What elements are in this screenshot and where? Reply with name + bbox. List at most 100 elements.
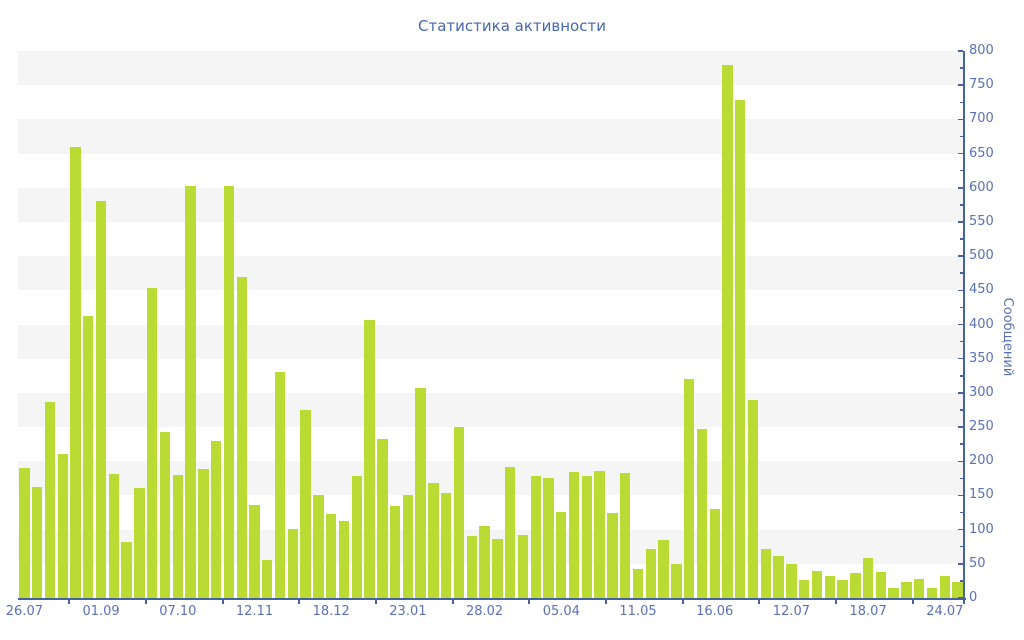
- bar[interactable]: [543, 478, 554, 598]
- y-axis-major-tick: [958, 289, 963, 292]
- bar[interactable]: [223, 186, 235, 598]
- bar[interactable]: [504, 466, 516, 598]
- bar[interactable]: [210, 440, 222, 598]
- bar[interactable]: [747, 399, 759, 598]
- y-axis-major-tick: [958, 221, 963, 223]
- y-axis-title: Сообщений: [1000, 297, 1015, 377]
- y-axis-line: [963, 51, 965, 600]
- bar[interactable]: [262, 559, 273, 598]
- bar[interactable]: [875, 572, 887, 598]
- bar[interactable]: [594, 470, 605, 598]
- bar[interactable]: [453, 427, 465, 598]
- bar[interactable]: [249, 505, 260, 598]
- bar[interactable]: [338, 521, 350, 598]
- bar[interactable]: [786, 563, 797, 598]
- y-axis-minor-tick: [959, 340, 963, 343]
- bar[interactable]: [377, 439, 388, 598]
- bar[interactable]: [95, 201, 107, 598]
- bar[interactable]: [31, 487, 43, 598]
- y-axis-label: 750: [969, 77, 994, 93]
- bar[interactable]: [19, 468, 30, 598]
- x-axis-label: 12.07: [772, 604, 811, 619]
- y-axis-label: 500: [969, 248, 994, 264]
- bar[interactable]: [901, 582, 912, 598]
- bar[interactable]: [108, 474, 120, 598]
- bar[interactable]: [799, 580, 810, 598]
- bar[interactable]: [44, 401, 56, 598]
- bar[interactable]: [441, 493, 452, 598]
- bar[interactable]: [568, 472, 580, 598]
- x-axis-tick: [963, 600, 965, 604]
- bar[interactable]: [313, 494, 324, 598]
- x-axis-tick: [681, 600, 684, 604]
- bar[interactable]: [274, 372, 286, 598]
- bar[interactable]: [134, 487, 145, 598]
- bar[interactable]: [147, 288, 158, 598]
- bar[interactable]: [364, 320, 375, 598]
- grid-band: [18, 392, 964, 428]
- bar[interactable]: [581, 475, 593, 598]
- x-axis-label: 12.11: [235, 604, 274, 619]
- bar[interactable]: [57, 454, 68, 598]
- bar[interactable]: [671, 563, 682, 598]
- bar[interactable]: [287, 528, 299, 598]
- y-axis-minor-tick: [959, 101, 963, 104]
- bar[interactable]: [696, 429, 708, 598]
- bar[interactable]: [415, 388, 426, 598]
- bar[interactable]: [428, 483, 439, 598]
- bar[interactable]: [83, 316, 94, 598]
- x-axis-tick: [911, 600, 914, 604]
- bar[interactable]: [517, 535, 529, 598]
- bar[interactable]: [236, 276, 247, 598]
- bar[interactable]: [159, 431, 171, 598]
- bar[interactable]: [760, 548, 772, 598]
- bar[interactable]: [492, 538, 503, 598]
- bar[interactable]: [389, 506, 401, 598]
- y-axis-minor-tick: [959, 580, 963, 582]
- bar[interactable]: [824, 576, 835, 598]
- bar[interactable]: [811, 570, 823, 598]
- bar[interactable]: [837, 580, 848, 598]
- bar[interactable]: [607, 512, 618, 598]
- y-axis-major-tick: [958, 50, 963, 52]
- bar[interactable]: [683, 378, 695, 598]
- x-axis-tick: [374, 600, 377, 604]
- bar[interactable]: [530, 476, 541, 598]
- bar[interactable]: [185, 186, 196, 598]
- bar[interactable]: [198, 468, 209, 598]
- bar[interactable]: [735, 100, 746, 598]
- bar[interactable]: [121, 541, 132, 598]
- bar[interactable]: [926, 587, 938, 598]
- bar[interactable]: [850, 572, 861, 598]
- bar[interactable]: [888, 587, 899, 598]
- bar[interactable]: [351, 475, 362, 598]
- bar[interactable]: [773, 555, 784, 598]
- y-axis-minor-tick: [959, 238, 963, 240]
- y-axis-minor-tick: [959, 511, 963, 514]
- y-axis-major-tick: [958, 426, 963, 428]
- bar[interactable]: [479, 526, 490, 598]
- bar[interactable]: [300, 409, 311, 598]
- bar[interactable]: [70, 146, 81, 598]
- bar[interactable]: [620, 472, 631, 598]
- bar[interactable]: [402, 494, 414, 598]
- bar[interactable]: [914, 578, 925, 598]
- bar[interactable]: [172, 474, 183, 598]
- y-axis-minor-tick: [959, 409, 963, 411]
- bar[interactable]: [658, 539, 669, 598]
- y-axis-minor-tick: [959, 204, 963, 206]
- bar[interactable]: [862, 558, 874, 598]
- bar[interactable]: [709, 509, 720, 598]
- y-axis-label: 150: [969, 487, 994, 503]
- bar[interactable]: [556, 511, 567, 598]
- bar[interactable]: [632, 568, 644, 598]
- y-axis-label: 100: [969, 521, 994, 537]
- y-axis-major-tick: [958, 494, 963, 497]
- bar[interactable]: [645, 549, 656, 598]
- bar[interactable]: [326, 513, 337, 598]
- x-axis-tick: [758, 600, 761, 604]
- bar[interactable]: [722, 64, 733, 598]
- bar[interactable]: [952, 582, 963, 598]
- bar[interactable]: [939, 576, 950, 598]
- bar[interactable]: [466, 536, 477, 598]
